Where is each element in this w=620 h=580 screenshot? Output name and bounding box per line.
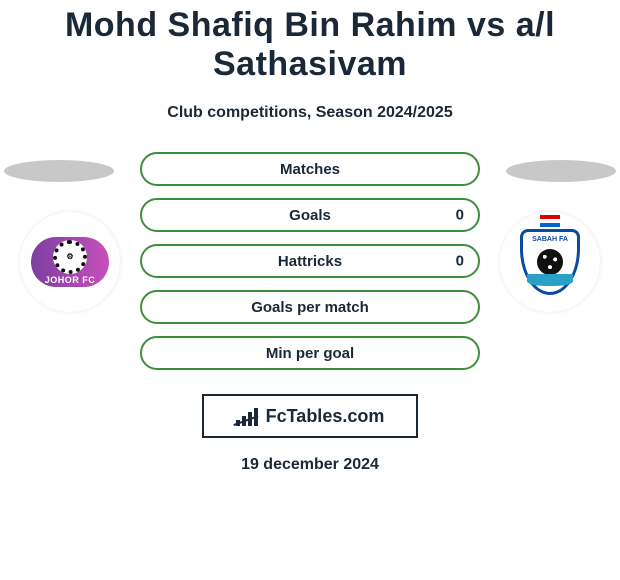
comparison-date: 19 december 2024: [0, 456, 620, 474]
stat-row-goals: Goals 0: [140, 198, 480, 232]
stat-label: Hattricks: [142, 253, 478, 270]
sabah-badge-label: SABAH FA: [532, 236, 568, 243]
stat-right-value: 0: [456, 207, 464, 224]
stat-label: Goals: [142, 207, 478, 224]
shield-icon: SABAH FA: [520, 229, 580, 295]
brand-text: FcTables.com: [266, 406, 385, 427]
sabah-fa-badge: SABAH FA: [500, 212, 600, 312]
comparison-title: Mohd Shafiq Bin Rahim vs a/l Sathasivam: [0, 0, 620, 84]
wave-icon: [527, 274, 573, 286]
stat-label: Min per goal: [142, 345, 478, 362]
stat-row-gpm: Goals per match: [140, 290, 480, 324]
stat-row-matches: Matches: [140, 152, 480, 186]
stat-row-mpg: Min per goal: [140, 336, 480, 370]
shadow-ellipse-left: [4, 160, 114, 182]
gear-icon: ⚙: [53, 240, 87, 274]
sabah-badge-inner: SABAH FA: [508, 217, 592, 307]
stat-label: Matches: [142, 161, 478, 178]
shadow-ellipse-right: [506, 160, 616, 182]
johor-badge-label: JOHOR FC: [45, 275, 96, 285]
stat-right-value: 0: [456, 253, 464, 270]
flag-icon: [540, 215, 560, 227]
johor-badge-inner: ⚙ JOHOR FC: [31, 237, 109, 287]
stat-rows: Matches Goals 0 Hattricks 0 Goals per ma…: [140, 152, 480, 382]
stats-area: ⚙ JOHOR FC SABAH FA Matches Goals: [0, 152, 620, 382]
soccer-ball-icon: [537, 249, 563, 275]
comparison-subtitle: Club competitions, Season 2024/2025: [0, 104, 620, 122]
team-badge-left: ⚙ JOHOR FC: [20, 212, 120, 312]
bar-chart-icon: [236, 406, 260, 426]
stat-label: Goals per match: [142, 299, 478, 316]
brand-box[interactable]: FcTables.com: [202, 394, 418, 438]
johor-fc-badge: ⚙ JOHOR FC: [20, 212, 120, 312]
team-badge-right: SABAH FA: [500, 212, 600, 312]
stat-row-hattricks: Hattricks 0: [140, 244, 480, 278]
